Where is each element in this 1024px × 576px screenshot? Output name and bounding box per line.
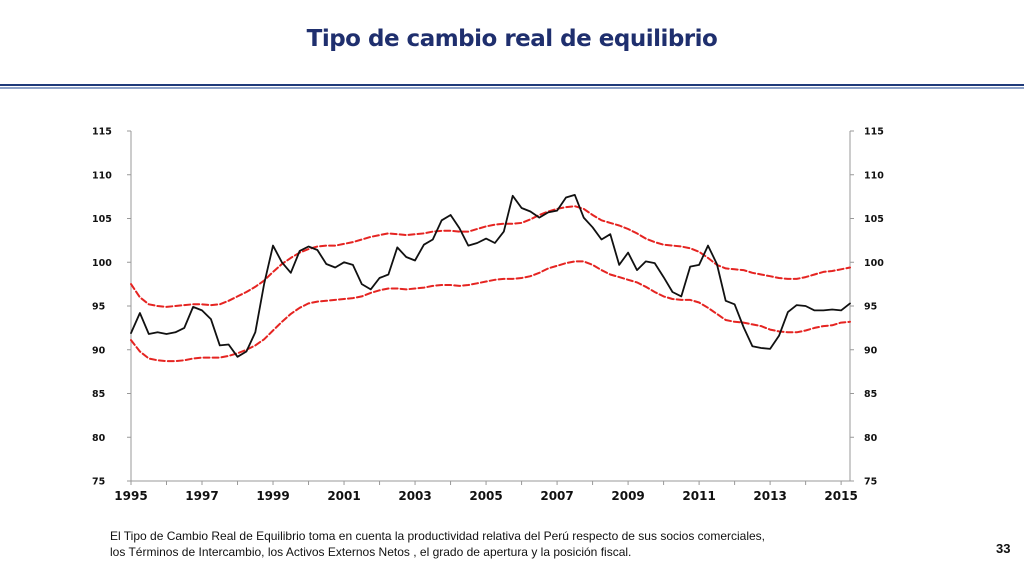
x-tick-label: 2009 bbox=[611, 489, 644, 503]
x-tick-label: 1997 bbox=[185, 489, 218, 503]
x-tick-label: 2011 bbox=[682, 489, 715, 503]
x-tick-label: 2015 bbox=[824, 489, 857, 503]
x-tick-label: 2003 bbox=[398, 489, 431, 503]
footnote: El Tipo de Cambio Real de Equilibrio tom… bbox=[110, 528, 890, 560]
left-y-tick-label: 110 bbox=[92, 170, 112, 181]
right-y-tick-label: 115 bbox=[864, 127, 884, 138]
x-tick-label: 2007 bbox=[540, 489, 573, 503]
right-y-axis-labels: 75 80 85 90 95 100 105 110 115 bbox=[850, 127, 884, 488]
x-tick-label: 2013 bbox=[753, 489, 786, 503]
right-y-tick-label: 110 bbox=[864, 170, 884, 181]
upper-band-line bbox=[130, 205, 851, 308]
left-y-axis-labels: 75 80 85 90 95 100 105 110 115 bbox=[92, 127, 131, 488]
x-tick-label: 2001 bbox=[327, 489, 360, 503]
right-y-tick-label: 100 bbox=[864, 258, 884, 269]
right-y-tick-label: 80 bbox=[864, 433, 878, 444]
right-y-tick-label: 90 bbox=[864, 345, 878, 356]
lower-band-line bbox=[130, 260, 851, 363]
page-number: 33 bbox=[996, 541, 1011, 556]
plot-area bbox=[124, 118, 863, 496]
right-y-tick-label: 85 bbox=[864, 389, 877, 400]
right-y-tick-label: 105 bbox=[864, 214, 884, 225]
series-layer bbox=[130, 193, 851, 363]
x-tick-label: 2005 bbox=[469, 489, 502, 503]
right-y-tick-label: 75 bbox=[864, 477, 877, 488]
x-tick-label: 1999 bbox=[256, 489, 289, 503]
slide-title: Tipo de cambio real de equilibrio bbox=[306, 26, 718, 52]
footnote-line-1: El Tipo de Cambio Real de Equilibrio tom… bbox=[110, 529, 766, 543]
right-y-tick-label: 95 bbox=[864, 302, 877, 313]
title-divider bbox=[0, 84, 1024, 90]
actual-rate-line bbox=[130, 193, 851, 358]
left-y-tick-label: 100 bbox=[92, 258, 112, 269]
left-y-tick-label: 75 bbox=[92, 477, 105, 488]
left-y-tick-label: 105 bbox=[92, 214, 112, 225]
left-y-tick-label: 115 bbox=[92, 127, 112, 138]
left-y-tick-label: 90 bbox=[92, 345, 106, 356]
x-axis-labels: 1995 1997 1999 2001 2003 2005 2007 2009 2011 2013… bbox=[114, 481, 858, 503]
footnote-line-2: los Términos de Intercambio, los Activos… bbox=[110, 545, 632, 559]
left-y-tick-label: 95 bbox=[92, 302, 105, 313]
x-tick-label: 1995 bbox=[114, 489, 147, 503]
left-y-tick-label: 80 bbox=[92, 433, 106, 444]
left-y-tick-label: 85 bbox=[92, 389, 105, 400]
